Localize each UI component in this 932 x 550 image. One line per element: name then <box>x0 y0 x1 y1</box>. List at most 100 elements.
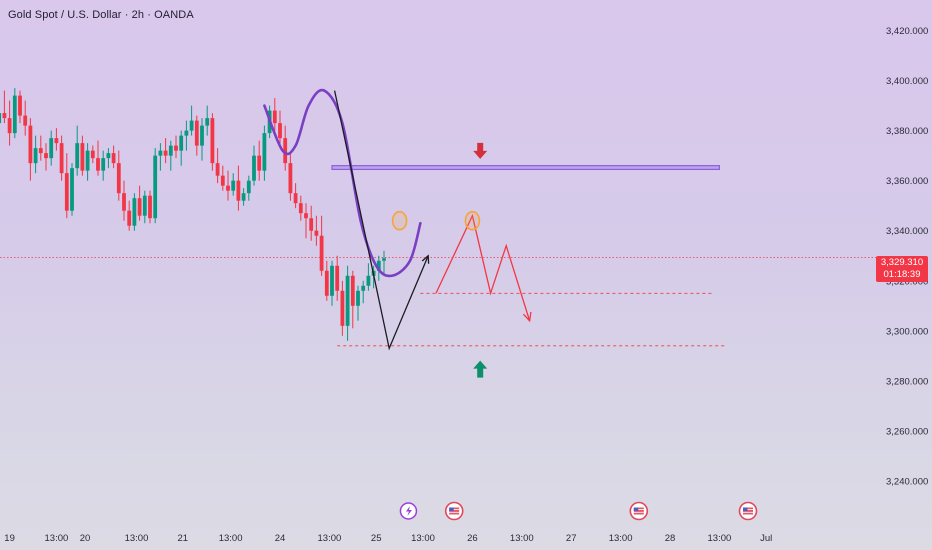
candle-body <box>210 118 215 164</box>
candle-body <box>314 230 319 236</box>
candle <box>142 190 147 224</box>
candle-body <box>158 150 163 156</box>
candle <box>158 143 163 171</box>
candle-body <box>54 138 59 144</box>
candle-body <box>179 135 184 151</box>
candle <box>184 120 189 151</box>
candle <box>262 125 267 181</box>
candle-body <box>168 145 173 156</box>
candle-body <box>194 120 199 146</box>
y-tick-label: 3,380.000 <box>886 126 928 137</box>
highlight-circle <box>391 210 408 231</box>
candle <box>319 215 324 276</box>
y-tick-label: 3,360.000 <box>886 176 928 187</box>
candle <box>382 250 386 276</box>
candle <box>90 145 95 164</box>
x-tick-label: 20 <box>80 533 91 544</box>
candle <box>194 115 199 156</box>
candle-body <box>252 155 256 181</box>
candle <box>101 150 106 181</box>
candle <box>361 280 366 304</box>
candle <box>272 98 277 131</box>
y-tick-label: 3,400.000 <box>886 76 928 87</box>
candle <box>179 130 184 166</box>
candle-body <box>236 180 241 201</box>
y-tick-label: 3,300.000 <box>886 326 928 337</box>
candle-body <box>85 150 90 171</box>
candle-body <box>38 148 43 154</box>
x-tick-label: 28 <box>665 533 676 544</box>
candle <box>330 260 334 306</box>
candle-body <box>189 120 194 131</box>
us-flag-event-icon[interactable] <box>444 501 464 521</box>
candle <box>252 145 256 186</box>
candle-body <box>33 148 38 164</box>
candle <box>324 260 329 301</box>
candle-body <box>0 113 2 124</box>
y-tick-label: 3,420.000 <box>886 26 928 37</box>
candle <box>38 135 43 161</box>
candle-body <box>184 130 189 136</box>
chart-title: Gold Spot / U.S. Dollar · 2h · OANDA <box>8 9 194 21</box>
candle-body <box>90 150 95 159</box>
candle-body <box>7 118 12 134</box>
candle-body <box>205 118 210 126</box>
candle-body <box>293 193 298 204</box>
candle-body <box>96 158 100 171</box>
candle-body <box>44 153 48 159</box>
x-tick-label: 13:00 <box>125 533 149 544</box>
candle-body <box>49 138 54 159</box>
candle <box>148 190 152 224</box>
candle-body <box>153 155 158 219</box>
x-tick-label: 19 <box>4 533 15 544</box>
candle <box>23 100 28 136</box>
us-flag-event-icon[interactable] <box>629 501 649 521</box>
candle <box>215 148 220 184</box>
candle <box>18 90 22 124</box>
candle-body <box>18 95 22 116</box>
candle-body <box>220 175 225 186</box>
candle-body <box>106 153 111 159</box>
candle <box>304 203 308 239</box>
candle <box>137 185 142 221</box>
candle <box>127 200 132 231</box>
x-tick-label: 21 <box>177 533 188 544</box>
candle-body <box>215 163 220 176</box>
candle-body <box>75 143 80 169</box>
candle <box>70 163 74 216</box>
candle-body <box>142 195 147 216</box>
candle <box>174 135 178 159</box>
y-tick-label: 3,240.000 <box>886 476 928 487</box>
candle-body <box>366 275 371 286</box>
candle-body <box>59 143 64 174</box>
candle <box>189 105 194 136</box>
countdown-label: 01:18:39 <box>883 269 921 280</box>
us-flag-event-icon[interactable] <box>738 501 758 521</box>
candle-body <box>304 213 308 219</box>
candle-body <box>257 155 262 171</box>
candle-body <box>28 125 33 164</box>
lightning-event-icon[interactable] <box>399 502 418 520</box>
candle-body <box>241 193 246 201</box>
candle <box>335 255 340 301</box>
current-price-label: 3,329.310 <box>880 257 924 268</box>
candle <box>283 125 288 171</box>
candle-body <box>137 198 142 216</box>
candle <box>246 175 251 201</box>
candle <box>75 125 80 176</box>
candle <box>28 118 33 181</box>
candle-body <box>324 270 329 296</box>
candle-body <box>231 180 236 191</box>
candle <box>163 138 168 164</box>
candle <box>116 150 121 201</box>
candle <box>49 130 54 166</box>
y-tick-label: 3,280.000 <box>886 376 928 387</box>
resistance-zone <box>331 165 720 171</box>
x-tick-label: 13:00 <box>219 533 243 544</box>
x-tick-label: 26 <box>467 533 478 544</box>
up-arrow-icon <box>473 360 488 378</box>
candle <box>0 113 2 124</box>
x-tick-label: 13:00 <box>45 533 69 544</box>
